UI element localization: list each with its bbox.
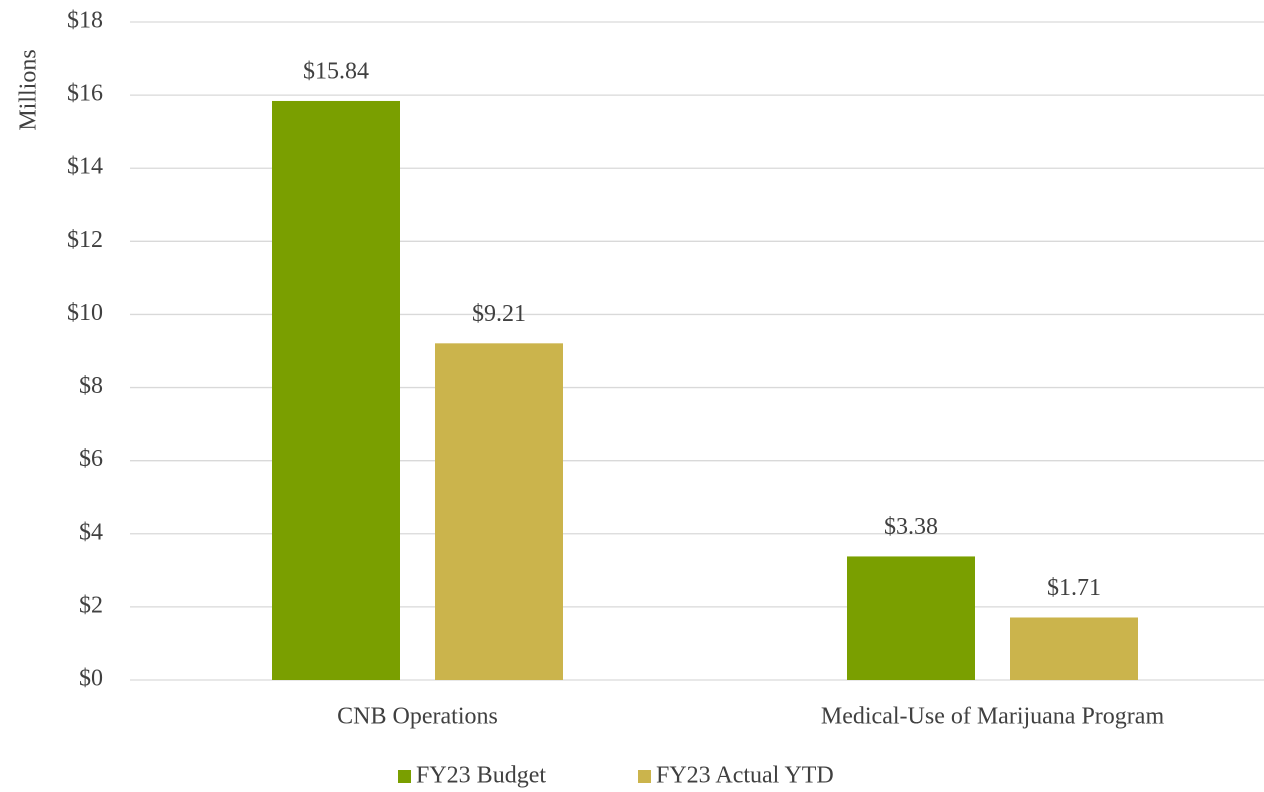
x-tick-label: CNB Operations <box>337 704 498 730</box>
bar <box>272 100 400 680</box>
y-tick-label: $4 <box>79 519 103 545</box>
bar <box>847 556 975 680</box>
y-tick-label: $2 <box>79 592 103 618</box>
y-tick-label: $18 <box>67 8 103 34</box>
data-label: $15.84 <box>303 58 369 84</box>
y-tick-label: $0 <box>79 666 103 692</box>
legend-swatch <box>398 770 411 783</box>
y-tick-label: $8 <box>79 373 103 399</box>
y-axis-label: Millions <box>16 49 42 130</box>
x-tick-label: Medical-Use of Marijuana Program <box>821 704 1165 730</box>
y-tick-label: $14 <box>67 154 103 180</box>
data-label: $9.21 <box>472 301 526 327</box>
bar <box>1010 617 1138 680</box>
y-tick-label: $10 <box>67 300 103 326</box>
data-label: $1.71 <box>1047 575 1101 601</box>
legend-label: FY23 Budget <box>416 763 546 789</box>
legend-swatch <box>638 770 651 783</box>
y-tick-label: $16 <box>67 81 103 107</box>
legend-label: FY23 Actual YTD <box>656 763 834 789</box>
y-tick-label: $6 <box>79 446 103 472</box>
data-label: $3.38 <box>884 514 938 540</box>
bar <box>435 343 563 680</box>
y-tick-label: $12 <box>67 227 103 253</box>
